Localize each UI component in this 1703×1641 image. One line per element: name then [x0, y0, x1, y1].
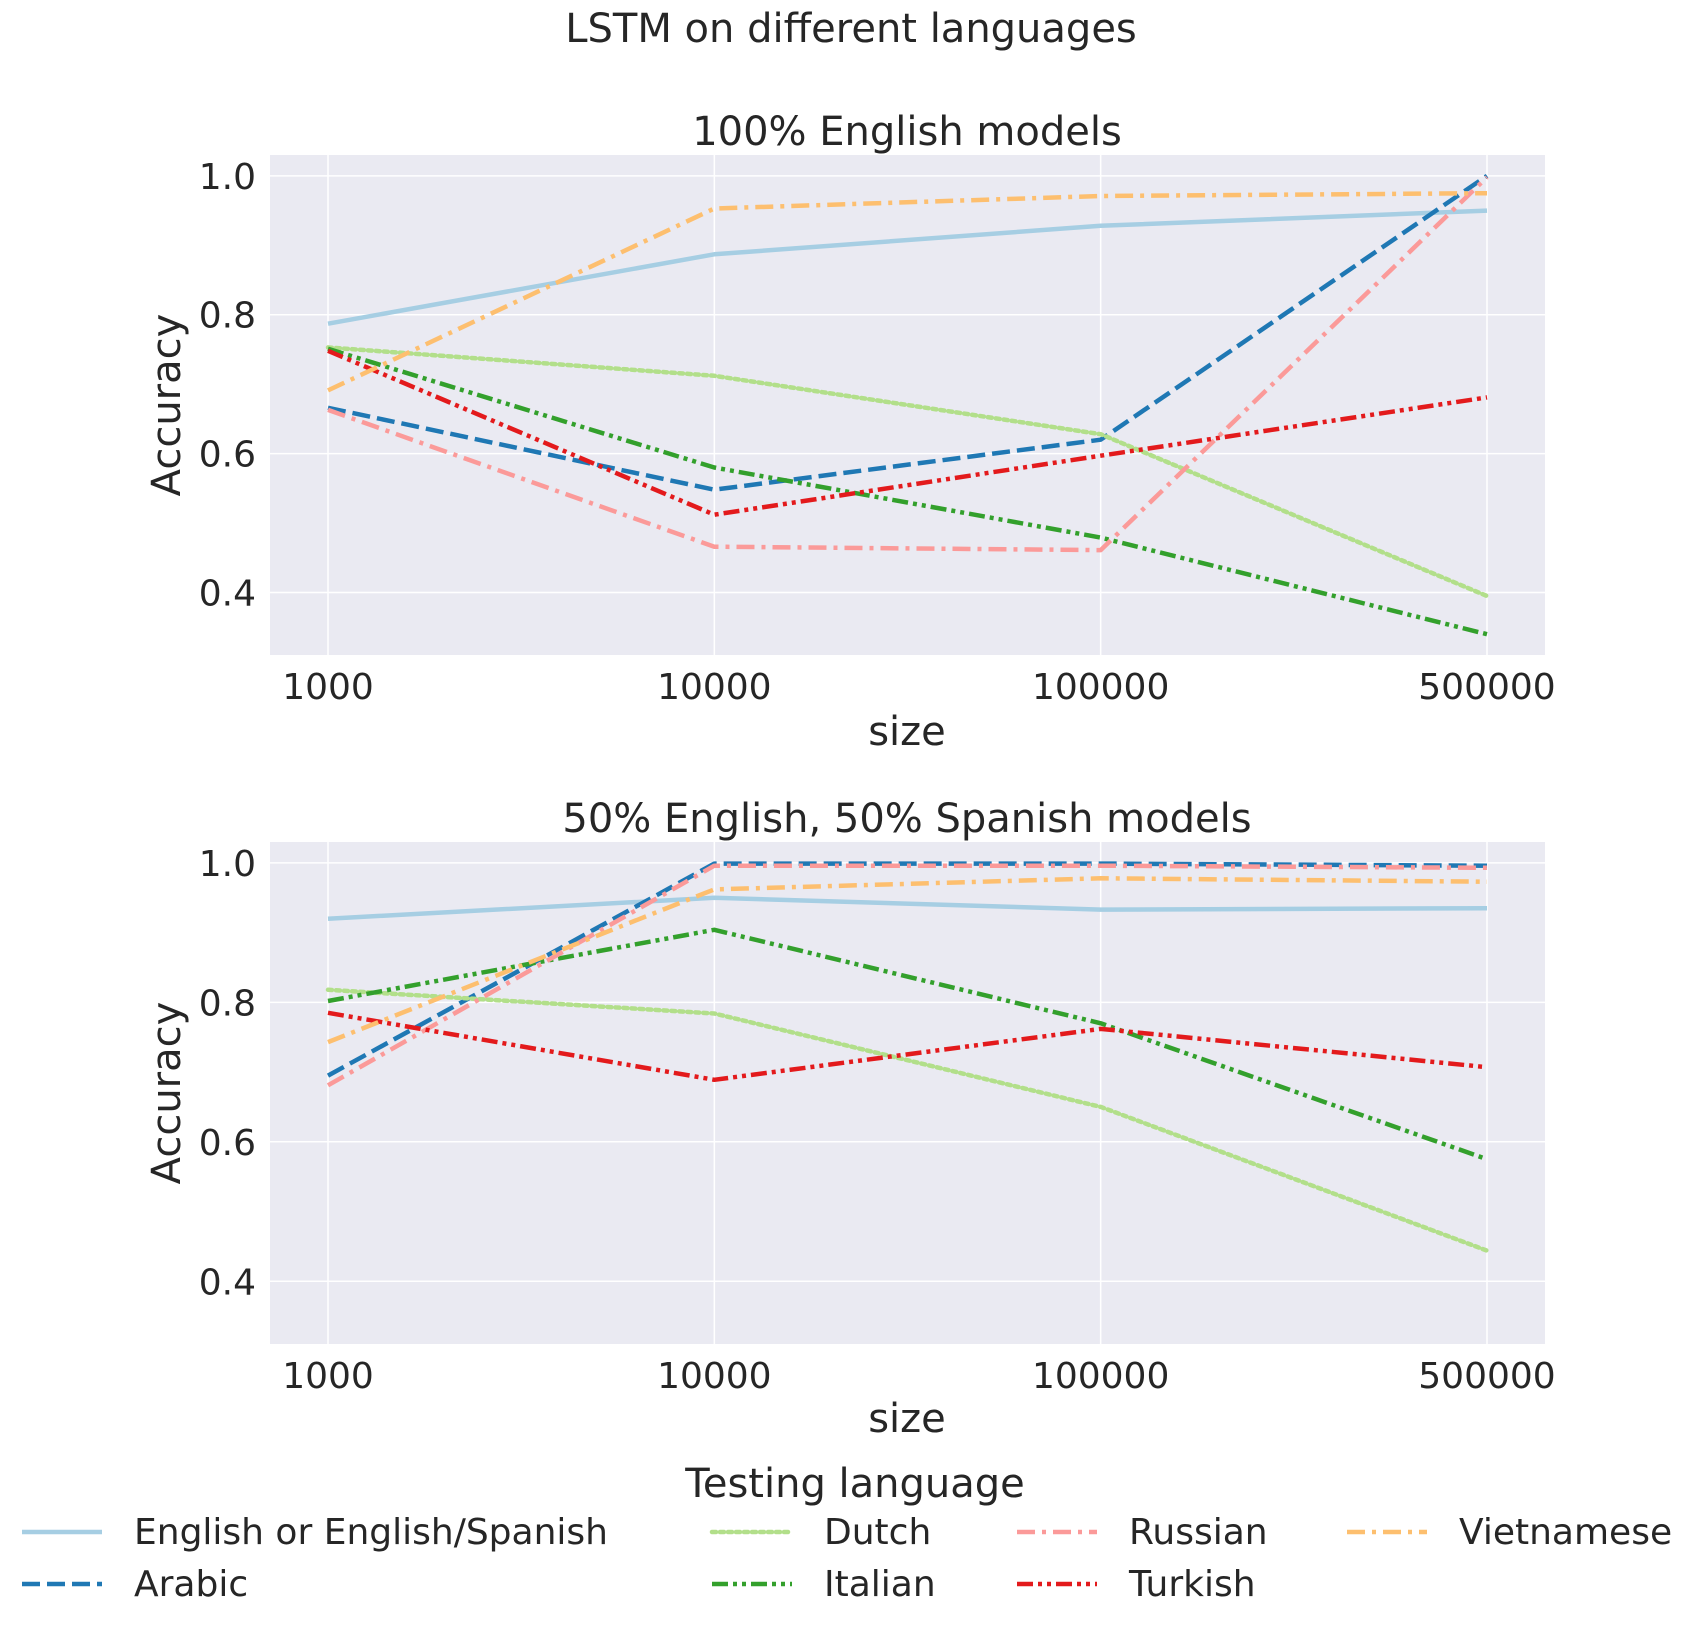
legend-label: English or English/Spanish	[134, 1512, 608, 1553]
y-tick-label: 0.8	[199, 296, 256, 337]
y-tick-label: 1.0	[199, 157, 256, 198]
legend-label: Arabic	[134, 1564, 248, 1605]
series-line-dutch	[325, 987, 1490, 1253]
x-axis-label: size	[868, 1396, 946, 1442]
legend-label: Dutch	[824, 1512, 931, 1553]
series-line-turkish	[327, 348, 1488, 517]
x-tick-label: 10000	[657, 667, 772, 708]
x-tick-label: 100000	[1032, 667, 1169, 708]
y-axis-label: Accuracy	[144, 1002, 190, 1185]
legend-title: Testing language	[684, 1461, 1025, 1507]
x-tick-label: 500000	[1418, 1356, 1555, 1397]
x-tick-label: 500000	[1418, 667, 1555, 708]
panel-title: 100% English models	[692, 109, 1122, 155]
plot-area	[270, 842, 1545, 1344]
x-tick-label: 1000	[282, 1356, 374, 1397]
chart-panel-100-english: 100% English models 1000 10000 100000 50000…	[144, 109, 1556, 755]
y-tick-label: 1.0	[199, 844, 256, 885]
x-tick-label: 10000	[657, 1356, 772, 1397]
panel-title: 50% English, 50% Spanish models	[562, 796, 1251, 842]
legend-entry-italian: Italian	[712, 1564, 936, 1605]
legend-label: Turkish	[1128, 1564, 1256, 1605]
series-line-italian	[327, 346, 1488, 637]
legend-entry-english-or-english-spanish: English or English/Spanish	[22, 1512, 608, 1553]
legend-entry-dutch: Dutch	[709, 1512, 931, 1553]
legend-entry-turkish: Turkish	[1017, 1564, 1256, 1605]
series-line-english-or-english-spanish	[327, 895, 1488, 921]
legend-entry-russian: Russian	[1017, 1512, 1268, 1553]
legend-label: Vietnamese	[1459, 1512, 1672, 1553]
legend-entry-arabic: Arabic	[22, 1564, 248, 1605]
y-axis-label: Accuracy	[144, 314, 190, 497]
series-line-vietnamese	[327, 876, 1488, 1045]
y-tick-label: 0.6	[199, 435, 256, 476]
x-tick-label: 100000	[1032, 1356, 1169, 1397]
series-line-russian	[326, 863, 1488, 1088]
figure-title: LSTM on different languages	[565, 6, 1137, 52]
chart-panel-50-english-50-spanish: 50% English, 50% Spanish models 1000 1000…	[144, 796, 1556, 1442]
legend-label: Russian	[1129, 1512, 1268, 1553]
series-line-dutch	[325, 345, 1490, 599]
y-tick-label: 0.4	[199, 1262, 256, 1303]
series-line-english-or-english-spanish	[327, 208, 1488, 326]
series-line-vietnamese	[327, 190, 1488, 393]
legend-entry-vietnamese: Vietnamese	[1347, 1512, 1672, 1553]
series-line-turkish	[327, 1010, 1488, 1083]
series-line-arabic	[327, 173, 1489, 492]
y-tick-label: 0.4	[199, 574, 256, 615]
series-line-russian	[327, 175, 1489, 553]
y-tick-label: 0.6	[199, 1123, 256, 1164]
y-tick-label: 0.8	[199, 983, 256, 1024]
legend: Testing language English or English/Span…	[22, 1461, 1672, 1605]
x-axis-label: size	[868, 709, 946, 755]
legend-label: Italian	[824, 1564, 936, 1605]
x-tick-label: 1000	[282, 667, 374, 708]
